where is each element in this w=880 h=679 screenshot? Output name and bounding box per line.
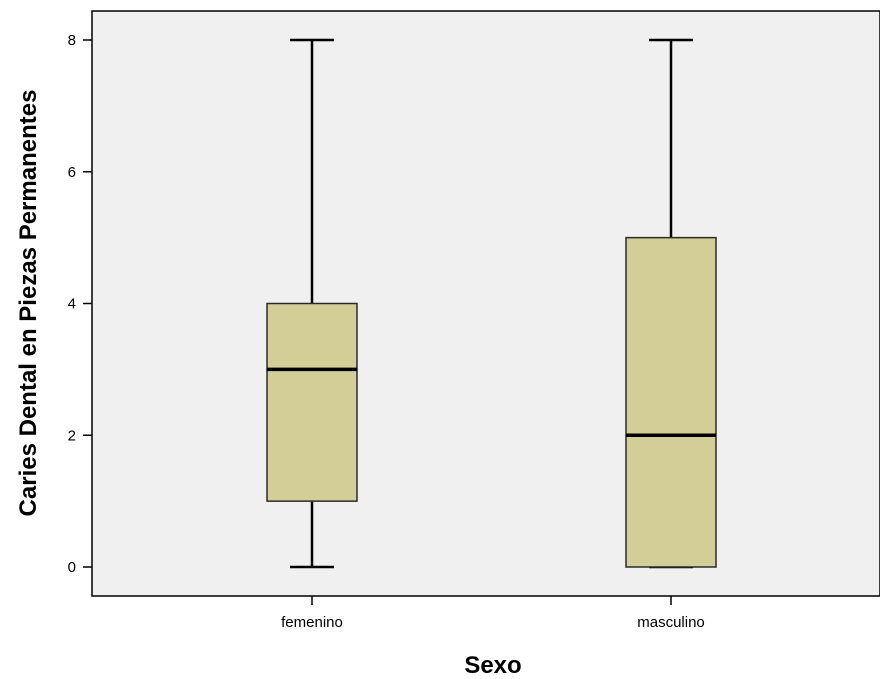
iqr-box-masculino	[625, 236, 717, 568]
x-tick-label-femenino: femenino	[281, 614, 343, 631]
y-axis: 0 2 4 6 8	[68, 32, 92, 576]
y-tick-label-4: 4	[68, 296, 76, 313]
box-masculino	[625, 38, 717, 569]
x-axis: femenino masculino	[281, 596, 705, 631]
boxes-group	[266, 38, 717, 569]
iqr-box-femenino	[266, 302, 358, 502]
x-axis-title: Sexo	[464, 652, 521, 679]
y-tick-label-2: 2	[68, 427, 76, 444]
y-tick-label-0: 0	[68, 559, 76, 576]
box-femenino	[266, 38, 358, 569]
plot-area	[91, 10, 880, 597]
y-tick-label-8: 8	[68, 32, 76, 49]
y-tick-label-6: 6	[68, 164, 76, 181]
y-axis-title: Caries Dental en Piezas Permanentes	[15, 90, 42, 517]
x-tick-label-masculino: masculino	[637, 614, 705, 631]
